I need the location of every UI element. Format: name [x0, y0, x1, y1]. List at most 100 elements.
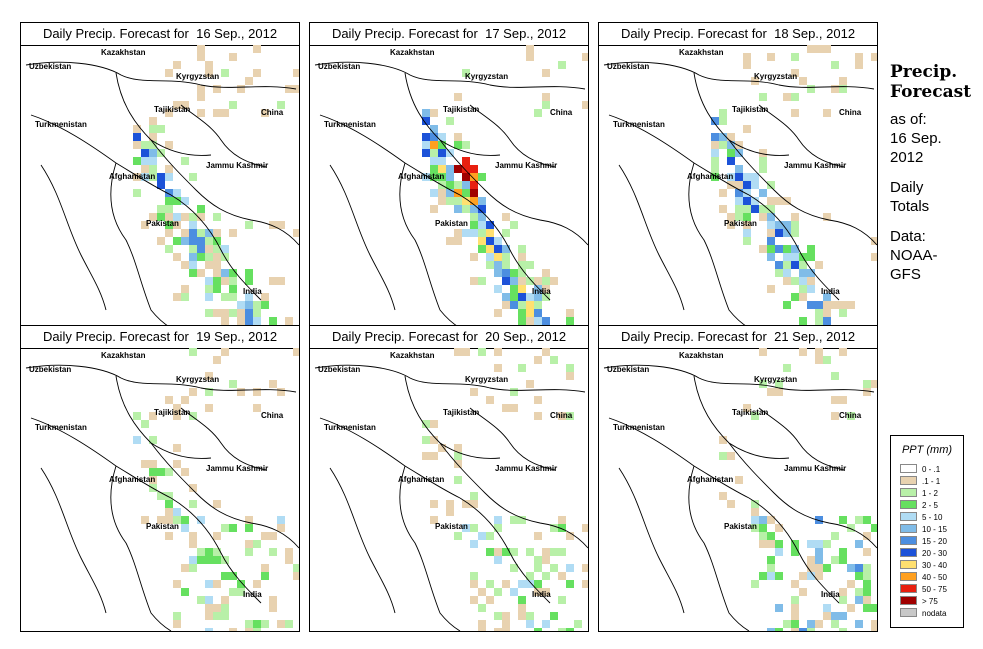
- precip-cell: [847, 564, 855, 572]
- precip-cell: [831, 532, 839, 540]
- precip-cell: [526, 53, 534, 61]
- precip-cell: [807, 556, 815, 564]
- legend-label: 40 - 50: [922, 573, 947, 582]
- precip-cell: [775, 388, 783, 396]
- precip-cell: [221, 69, 229, 77]
- precip-cell: [767, 253, 775, 261]
- precip-cell: [823, 213, 831, 221]
- precip-cell: [149, 460, 157, 468]
- precip-cell: [253, 628, 261, 631]
- precip-cell: [582, 101, 588, 109]
- precip-cell: [526, 612, 534, 620]
- place-label: India: [243, 590, 262, 599]
- precip-cell: [534, 532, 542, 540]
- precip-cell: [791, 580, 799, 588]
- precip-cell: [815, 572, 823, 580]
- precip-cell: [245, 524, 253, 532]
- precip-cells: [711, 45, 877, 328]
- precip-cell: [189, 173, 197, 181]
- precip-cell: [181, 101, 189, 109]
- precip-cell: [197, 229, 205, 237]
- precip-cell: [775, 245, 783, 253]
- precip-cell: [807, 85, 815, 93]
- precip-cell: [871, 620, 877, 628]
- precip-cell: [510, 404, 518, 412]
- precip-cell: [799, 285, 807, 293]
- place-label: Kyrgyzstan: [754, 375, 797, 384]
- precip-cell: [558, 516, 566, 524]
- precip-cell: [149, 133, 157, 141]
- forecast-panel-4: Daily Precip. Forecast for 19 Sep., 2012…: [20, 325, 300, 632]
- precip-cell: [165, 508, 173, 516]
- precip-cell: [245, 540, 253, 548]
- precip-cell: [261, 572, 269, 580]
- precip-cell: [189, 221, 197, 229]
- precip-cell: [759, 540, 767, 548]
- legend-label: 30 - 40: [922, 561, 947, 570]
- precip-cell: [518, 317, 526, 325]
- precip-cell: [494, 269, 502, 277]
- precip-cell: [526, 580, 534, 588]
- precip-cell: [711, 117, 719, 125]
- precip-cell: [751, 197, 759, 205]
- precip-cell: [775, 540, 783, 548]
- precip-cell: [430, 189, 438, 197]
- precip-cell: [582, 564, 588, 572]
- border-line: [618, 164, 685, 311]
- border-line: [170, 194, 262, 301]
- precip-cell: [807, 628, 815, 631]
- precip-cell: [454, 205, 462, 213]
- precip-cell: [245, 221, 253, 229]
- precip-cell: [261, 109, 269, 117]
- border-line: [180, 407, 267, 471]
- place-label: Kyrgyzstan: [176, 72, 219, 81]
- precip-cell: [293, 572, 299, 580]
- precip-cell: [141, 460, 149, 468]
- precip-cell: [229, 309, 237, 317]
- precip-cell: [823, 45, 831, 53]
- precip-cell: [494, 285, 502, 293]
- border-line: [728, 139, 877, 246]
- precip-cell: [454, 444, 462, 452]
- precip-cell: [486, 548, 494, 556]
- precip-cell: [494, 261, 502, 269]
- place-label: China: [550, 108, 573, 117]
- precip-cell: [751, 77, 759, 85]
- precip-cell: [727, 173, 735, 181]
- precip-cell: [823, 293, 831, 301]
- precip-cell: [823, 317, 831, 325]
- precip-cell: [494, 237, 502, 245]
- panel-title: Daily Precip. Forecast for 20 Sep., 2012: [310, 326, 588, 349]
- precip-cell: [759, 524, 767, 532]
- totals-label: Totals: [890, 198, 930, 215]
- border-line: [180, 104, 267, 168]
- precip-cell: [253, 620, 261, 628]
- place-label: Uzbekistan: [607, 365, 649, 374]
- precip-cell: [486, 261, 494, 269]
- precip-cell: [486, 532, 494, 540]
- precip-cell: [807, 277, 815, 285]
- precip-cell: [743, 221, 751, 229]
- border-line: [30, 114, 172, 196]
- precip-cell: [133, 412, 141, 420]
- precip-cell: [221, 317, 229, 325]
- border-line: [404, 72, 501, 156]
- precip-cell: [831, 372, 839, 380]
- border-line: [329, 467, 396, 614]
- legend-label: 0 - .1: [922, 465, 941, 474]
- precip-cell: [454, 237, 462, 245]
- precip-cell: [711, 173, 719, 181]
- precip-cell: [550, 548, 558, 556]
- legend-swatch: [900, 572, 917, 581]
- legend-label: 20 - 30: [922, 549, 947, 558]
- precip-cell: [454, 229, 462, 237]
- precip-cell: [502, 580, 510, 588]
- precip-cell: [293, 69, 299, 77]
- precip-cell: [438, 189, 446, 197]
- precip-cell: [815, 548, 823, 556]
- precip-cell: [839, 612, 847, 620]
- precip-cell: [141, 165, 149, 173]
- precip-cell: [767, 229, 775, 237]
- precip-cell: [558, 628, 566, 631]
- precip-cell: [221, 269, 229, 277]
